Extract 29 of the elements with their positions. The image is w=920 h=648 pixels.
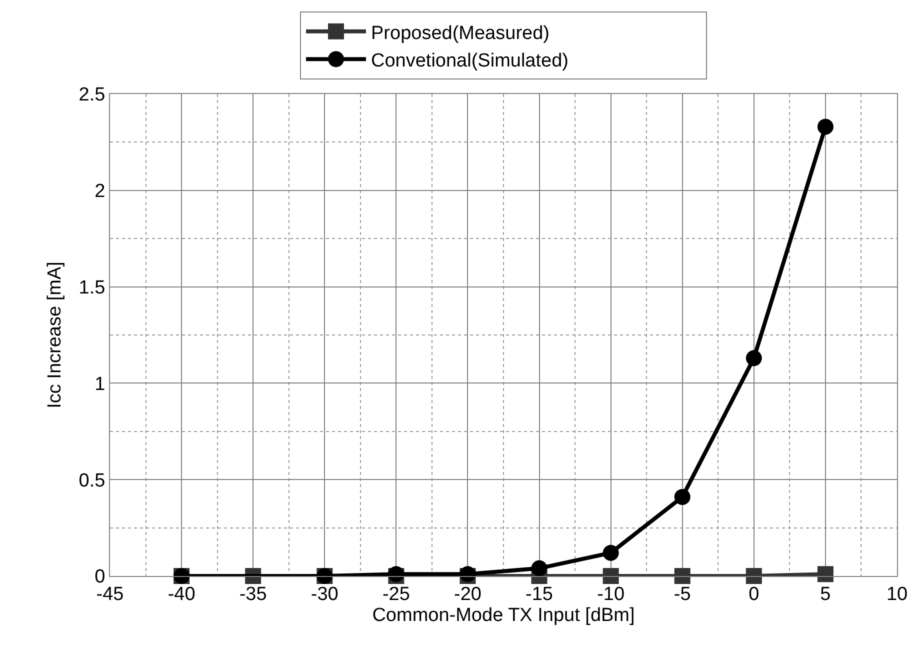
point: [602, 544, 619, 561]
point: [817, 566, 834, 582]
y-tick-label: 2: [94, 181, 106, 202]
point: [817, 118, 834, 135]
x-tick-label: -20: [454, 584, 482, 605]
point: [531, 560, 548, 576]
x-axis-title: Common-Mode TX Input [dBm]: [372, 604, 635, 626]
point: [746, 350, 762, 366]
y-tick-label: 0.5: [78, 470, 106, 492]
x-tick-label: -15: [526, 584, 554, 605]
point: [674, 488, 690, 505]
point: [602, 568, 619, 584]
legend-label: Proposed(Measured): [371, 22, 550, 44]
x-tick-label: -5: [674, 584, 691, 605]
x-tick-label: -30: [310, 584, 338, 605]
x-tick-label: -10: [597, 584, 625, 605]
y-axis-title: Icc Increase [mA]: [44, 262, 66, 408]
point: [746, 568, 762, 584]
y-tick-label: 1: [94, 374, 106, 395]
y-tick-label: 1.5: [78, 277, 106, 298]
x-tick-label: 10: [886, 584, 908, 605]
point: [674, 568, 690, 584]
x-tick-label: -25: [382, 584, 410, 605]
x-tick-label: -35: [239, 584, 267, 605]
y-tick-label: 2.5: [78, 84, 106, 106]
x-tick-label: 0: [748, 584, 760, 605]
x-tick-label: 5: [820, 584, 831, 605]
x-tick-label: -40: [168, 584, 196, 605]
legend-label: Convetional(Simulated): [371, 50, 568, 72]
